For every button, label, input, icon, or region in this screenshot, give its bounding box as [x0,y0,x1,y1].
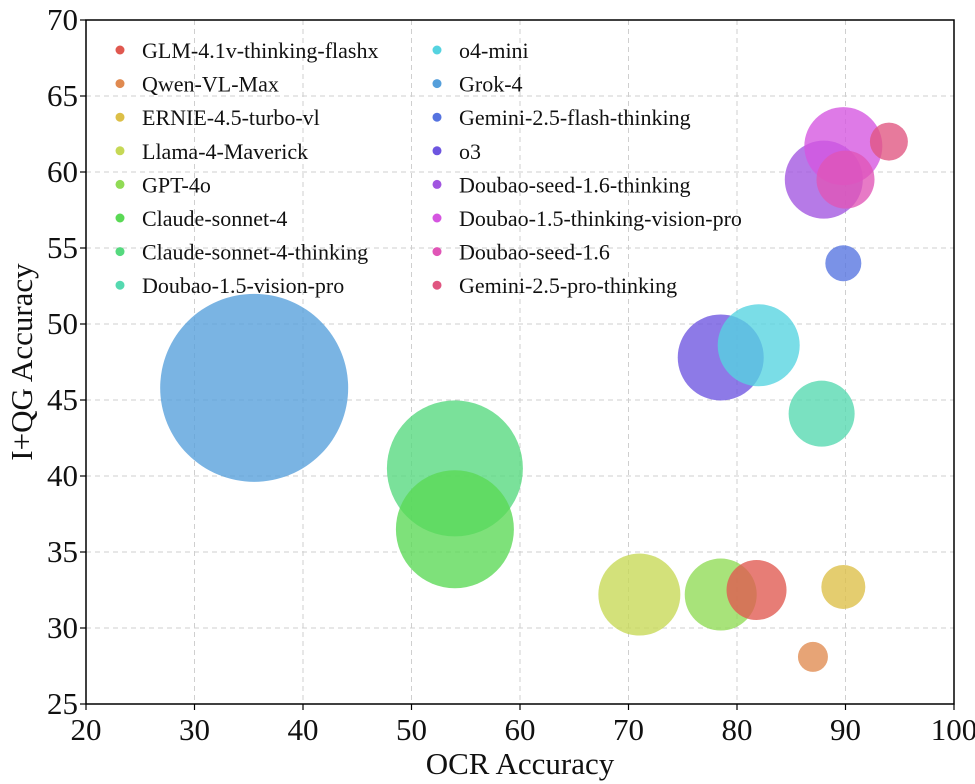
x-tick-label: 20 [71,712,102,747]
legend-label: Qwen-VL-Max [142,72,279,97]
y-tick-label: 60 [47,154,78,189]
legend-label: Gemini-2.5-flash-thinking [459,105,691,130]
y-tick-label: 30 [47,610,78,645]
bubble-point [717,304,800,387]
legend-marker [115,146,125,156]
legend-label: Claude-sonnet-4 [142,206,287,231]
y-tick-label: 55 [47,230,78,265]
bubble-point [788,380,855,447]
y-axis-label: I+QG Accuracy [4,263,39,461]
y-tick-label: 70 [47,2,78,37]
legend-label: Claude-sonnet-4-thinking [142,240,368,265]
legend-marker [115,179,125,189]
bubble-point [821,564,866,609]
legend-marker [432,112,442,122]
bubble-point [869,122,908,161]
legend-label: Grok-4 [459,72,523,97]
x-tick-label: 60 [505,712,536,747]
x-tick-label: 50 [396,712,427,747]
x-axis-label: OCR Accuracy [426,746,615,781]
legend-label: Doubao-1.5-vision-pro [142,273,344,298]
legend: GLM-4.1v-thinking-flashx Qwen-VL-Max ERNIE… [115,38,742,298]
legend-marker [432,45,442,55]
x-tick-label: 40 [288,712,319,747]
bubble-point [598,553,681,636]
y-tick-label: 50 [47,306,78,341]
legend-label: Doubao-seed-1.6 [459,240,610,265]
x-axis-ticks: 20 30 40 50 60 70 80 90 100 [71,704,975,747]
legend-marker [115,45,125,55]
bubble-point [825,245,862,282]
x-tick-label: 90 [830,712,861,747]
legend-label: Doubao-seed-1.6-thinking [459,172,691,197]
legend-label: Llama-4-Maverick [142,139,308,164]
x-tick-label: 70 [613,712,644,747]
y-tick-label: 65 [47,78,78,113]
y-tick-label: 40 [47,458,78,493]
legend-label: o3 [459,139,481,164]
bubble-layer [160,107,908,672]
legend-marker [115,112,125,122]
legend-marker [432,280,442,290]
bubble-point [160,293,349,482]
legend-marker [432,213,442,223]
legend-marker [432,79,442,89]
legend-marker [115,79,125,89]
legend-label: Doubao-1.5-thinking-vision-pro [459,206,742,231]
legend-marker [432,146,442,156]
bubble-point [395,470,514,589]
y-tick-label: 25 [47,686,78,721]
legend-marker [115,280,125,290]
y-axis-ticks: 25 30 35 40 45 50 55 60 65 70 [47,2,86,721]
legend-label: ERNIE-4.5-turbo-vl [142,105,320,130]
bubble-point [726,560,787,620]
x-tick-label: 100 [931,712,975,747]
legend-marker [115,247,125,257]
legend-label: GPT-4o [142,172,211,197]
y-tick-label: 45 [47,382,78,417]
legend-marker [432,179,442,189]
legend-marker [432,247,442,257]
bubble-point [816,150,875,209]
bubble-point [797,641,828,672]
legend-marker [115,213,125,223]
legend-label: GLM-4.1v-thinking-flashx [142,38,378,63]
y-tick-label: 35 [47,534,78,569]
x-tick-label: 30 [179,712,210,747]
x-tick-label: 80 [722,712,753,747]
legend-label: Gemini-2.5-pro-thinking [459,273,677,298]
legend-label: o4-mini [459,38,529,63]
